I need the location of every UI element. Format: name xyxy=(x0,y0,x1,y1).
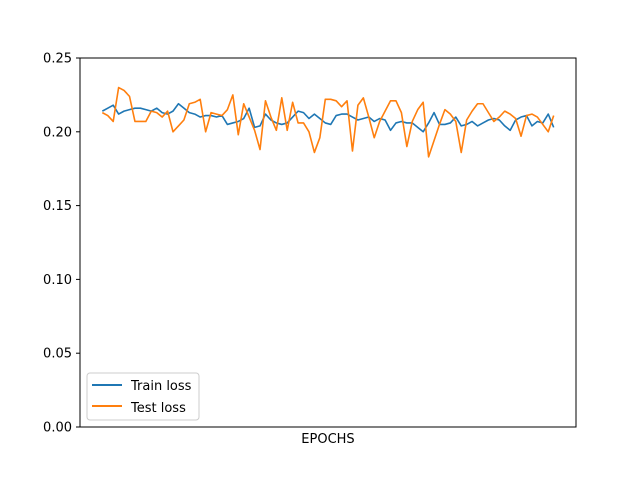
legend-label-train: Train loss xyxy=(130,379,192,394)
test-loss-line xyxy=(101,86,555,158)
legend: Train loss Test loss xyxy=(86,372,200,421)
y-tick-label: 0.10 xyxy=(43,273,72,288)
y-tick-label: 0.20 xyxy=(43,125,72,140)
y-tick-label: 0.25 xyxy=(43,52,72,67)
plot-frame xyxy=(79,57,577,428)
y-tick-label: 0.00 xyxy=(43,421,72,436)
legend-label-test: Test loss xyxy=(130,401,186,416)
series-layer xyxy=(101,86,555,158)
y-tick-label: 0.05 xyxy=(43,347,72,362)
x-axis-label: EPOCHS xyxy=(301,432,354,447)
y-axis: 0.00 0.05 0.10 0.15 0.20 0.25 xyxy=(43,52,80,436)
y-tick-label: 0.15 xyxy=(43,199,72,214)
train-loss-line xyxy=(101,102,555,133)
plot-area xyxy=(80,58,576,427)
